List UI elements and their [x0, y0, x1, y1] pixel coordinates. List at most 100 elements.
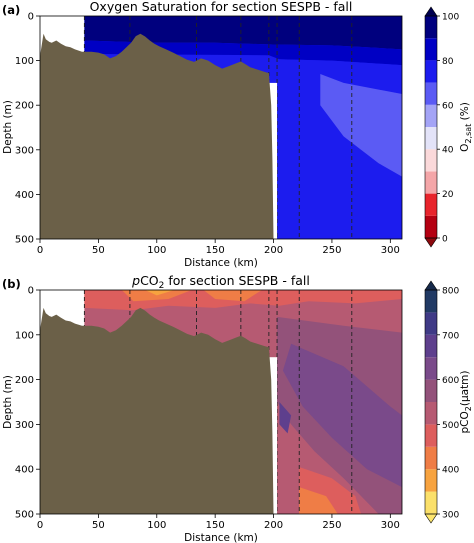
seafloor-b — [40, 307, 274, 514]
x-tick-label: 300 — [381, 245, 400, 256]
contour-fill-a-3 — [320, 74, 402, 177]
panel-label-a: (a) — [2, 3, 20, 17]
y-axis-ticks-b: 0 100 200 300 400 500 — [15, 286, 40, 521]
panel-oxygen-saturation: (a) Oxygen Saturation for section SESPB … — [2, 0, 473, 269]
seafloor-a — [40, 33, 274, 239]
colorbar-tick-label: 600 — [442, 376, 459, 386]
colorbar-swatch — [425, 446, 437, 470]
colorbar-a: 0 20 40 60 80 100 — [424, 6, 459, 248]
x-tick-label: 150 — [206, 520, 225, 531]
colorbar-swatch — [425, 424, 437, 447]
y-tick-label: 300 — [15, 420, 34, 431]
y-tick-label: 400 — [15, 190, 34, 201]
colorbar-swatch — [425, 402, 437, 425]
contour-fill-b-3 — [145, 290, 175, 296]
colorbar-swatch — [425, 357, 437, 380]
contour-fill-b-1 — [121, 290, 192, 302]
no-data-gap-b — [268, 357, 278, 514]
colorbar-extend-min — [424, 513, 438, 524]
x-tick-label: 50 — [92, 245, 105, 256]
x-axis-ticks-b: 0 50 100 150 200 250 300 — [37, 514, 400, 531]
y-tick-label: 100 — [15, 330, 34, 341]
y-axis-label-a: Depth (m) — [2, 100, 14, 154]
colorbar-swatch — [425, 334, 437, 358]
plot-frame-b — [39, 289, 403, 515]
y-axis-label-b: Depth (m) — [2, 375, 14, 429]
colorbar-swatch — [425, 82, 437, 105]
bathymetry-a — [40, 33, 278, 239]
colorbar-swatch — [425, 215, 437, 238]
colorbar-swatch — [425, 104, 437, 127]
colorbar-swatch — [425, 60, 437, 83]
colorbar-tick-label: 500 — [442, 421, 459, 431]
y-tick-label: 200 — [15, 375, 34, 386]
contour-fill-b-6 — [279, 402, 292, 434]
colorbar-tick-label: 100 — [442, 13, 459, 23]
y-tick-label: 300 — [15, 145, 34, 156]
colorbar-swatch — [425, 379, 437, 402]
x-tick-label: 100 — [147, 520, 166, 531]
colorbar-label-a: O2,sat (%) — [459, 102, 473, 152]
colorbar-swatch — [425, 16, 437, 39]
x-tick-label: 250 — [322, 520, 341, 531]
y-tick-label: 400 — [15, 465, 34, 476]
y-tick-label: 0 — [28, 286, 34, 297]
contour-fill-b-2 — [203, 290, 262, 302]
y-tick-label: 0 — [28, 12, 34, 23]
panel-label-b: (b) — [2, 277, 21, 291]
colorbar-frame — [424, 289, 438, 515]
x-tick-label: 200 — [264, 520, 283, 531]
colorbar-tick-label: 60 — [442, 101, 454, 111]
colorbar-tick-label: 800 — [442, 287, 459, 297]
colorbar-swatch — [425, 469, 437, 492]
colorbar-swatch — [425, 193, 437, 216]
colorbar-frame — [424, 15, 438, 239]
colorbar-b: 300 400 500 600 700 800 — [424, 280, 459, 524]
x-tick-label: 50 — [92, 520, 105, 531]
contour-fill-b-8 — [299, 487, 338, 514]
contour-fill-b-5 — [282, 343, 402, 488]
x-tick-label: 0 — [37, 520, 43, 531]
y-tick-label: 200 — [15, 101, 34, 112]
chart-title-a: Oxygen Saturation for section SESPB - fa… — [90, 0, 353, 14]
colorbar-tick-label: 400 — [442, 466, 459, 476]
x-tick-label: 200 — [264, 245, 283, 256]
colorbar-extend-max — [424, 280, 438, 291]
bathymetry-b — [40, 307, 278, 514]
colorbar-extend-max — [424, 6, 438, 17]
x-axis-label-b: Distance (km) — [184, 532, 258, 543]
x-tick-label: 250 — [322, 245, 341, 256]
x-tick-label: 150 — [206, 245, 225, 256]
colorbar-tick-label: 700 — [442, 331, 459, 341]
x-axis-label-a: Distance (km) — [184, 257, 258, 269]
panel-pco2: (b) pCO2 for section SESPB - fall 0 50 100… — [2, 273, 473, 543]
colorbar-swatch — [425, 312, 437, 335]
y-tick-label: 100 — [15, 56, 34, 67]
colorbar-swatch — [425, 290, 437, 313]
x-tick-label: 0 — [37, 245, 43, 256]
no-data-gap-a — [268, 82, 278, 239]
colorbar-extend-min — [424, 237, 438, 248]
colorbar-swatch — [425, 149, 437, 172]
colorbar-swatch — [425, 491, 437, 514]
colorbar-tick-label: 0 — [442, 235, 448, 245]
colorbar-swatch — [425, 38, 437, 61]
x-tick-label: 300 — [381, 520, 400, 531]
colorbar-tick-label: 20 — [442, 190, 454, 200]
x-tick-label: 100 — [147, 245, 166, 256]
colorbar-swatch — [425, 171, 437, 194]
colorbar-label-b: pCO2(μatm) — [459, 370, 473, 433]
colorbar-tick-label: 40 — [442, 146, 454, 156]
x-axis-ticks-a: 0 50 100 150 200 250 300 — [37, 239, 400, 256]
contour-fill-a-0 — [84, 16, 402, 50]
chart-title-b: pCO2 for section SESPB - fall — [131, 273, 310, 291]
colorbar-swatch — [425, 127, 437, 150]
y-tick-label: 500 — [15, 235, 34, 246]
contour-fill-a-1 — [84, 40, 402, 66]
colorbar-tick-label: 300 — [442, 511, 459, 521]
y-axis-ticks-a: 0 100 200 300 400 500 — [15, 12, 40, 246]
y-tick-label: 500 — [15, 510, 34, 521]
colorbar-tick-label: 80 — [442, 57, 454, 67]
plot-frame-a — [39, 15, 403, 240]
